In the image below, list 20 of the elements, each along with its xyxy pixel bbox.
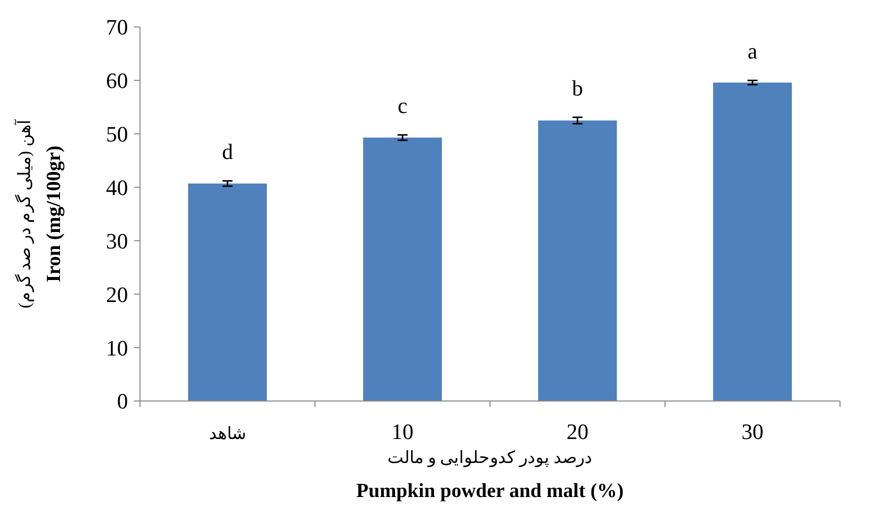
x-tick-label: 30	[742, 419, 764, 444]
y-tick-label: 40	[106, 174, 128, 200]
y-tick-label: 0	[117, 388, 128, 414]
x-tick-label: 10	[392, 419, 414, 444]
y-tick-label: 70	[106, 14, 128, 40]
annotation: b	[572, 75, 583, 100]
bar	[538, 120, 617, 401]
y-tick-label: 50	[106, 122, 128, 147]
bar	[713, 82, 792, 401]
annotation: d	[222, 138, 233, 164]
annotation: c	[398, 92, 408, 118]
bar	[188, 184, 267, 401]
y-tick-label: 10	[106, 335, 128, 360]
x-tick-label: شاهد	[209, 424, 246, 443]
bar	[363, 138, 442, 401]
y-tick-label: 60	[106, 68, 128, 94]
x-tick-label: 20	[566, 419, 588, 444]
y-tick-label: 30	[106, 228, 128, 254]
annotation: a	[748, 38, 758, 64]
y-tick-label: 20	[106, 282, 128, 307]
